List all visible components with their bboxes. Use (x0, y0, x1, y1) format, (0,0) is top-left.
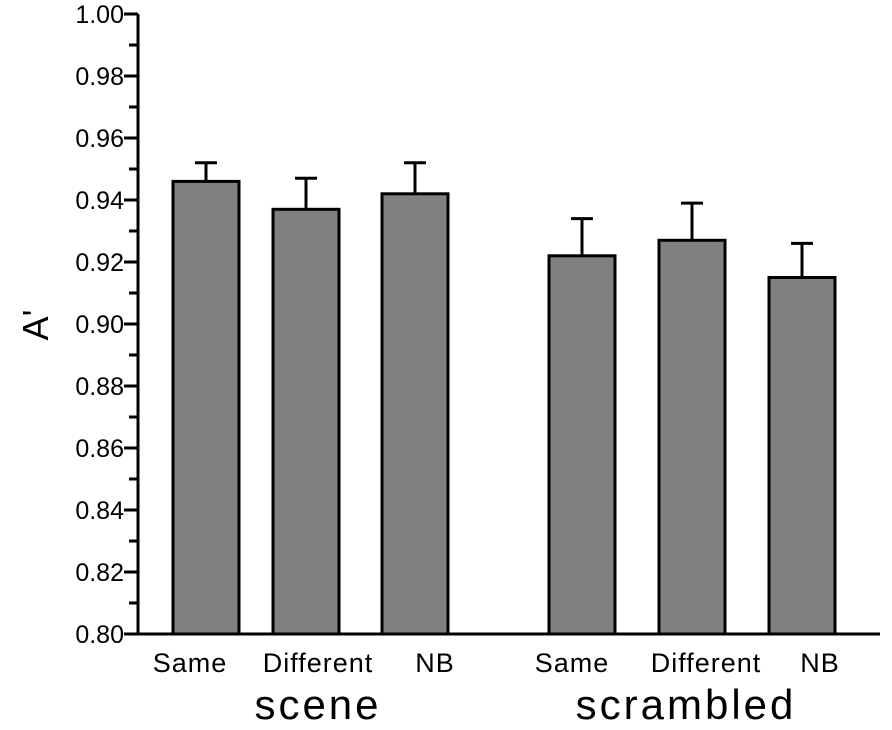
y-tick-label: 0.96 (75, 125, 124, 153)
bar (657, 238, 727, 636)
y-tick-label: 0.84 (75, 497, 124, 525)
y-tick-label: 0.86 (75, 435, 124, 463)
y-tick-label: 0.92 (75, 249, 124, 277)
x-category-label: Same (153, 648, 228, 678)
y-axis-title: A' (15, 310, 56, 341)
x-category-label: Different (263, 648, 374, 678)
y-tick-label: 0.90 (75, 311, 124, 339)
y-tick-label: 1.00 (75, 1, 124, 29)
x-category-label: Different (651, 648, 762, 678)
bars (171, 161, 837, 636)
bar (767, 276, 837, 636)
group-label: scene (254, 681, 381, 728)
x-category-label: NB (800, 648, 840, 678)
bar (547, 254, 617, 636)
y-tick-label: 0.94 (75, 187, 124, 215)
y-tick-label: 0.88 (75, 373, 124, 401)
x-category-label: Same (535, 648, 610, 678)
bar (171, 179, 241, 636)
group-label: scrambled (576, 681, 797, 728)
y-tick-label: 0.82 (75, 559, 124, 587)
x-category-label: NB (415, 648, 455, 678)
bar (271, 207, 341, 636)
y-tick-label: 0.80 (75, 621, 124, 649)
bar (380, 192, 450, 636)
y-ticks: 0.80 0.82 0.84 0.86 0.88 0.90 0.92 0.94 0.96 0.98… (75, 1, 138, 649)
y-tick-label: 0.98 (75, 63, 124, 91)
